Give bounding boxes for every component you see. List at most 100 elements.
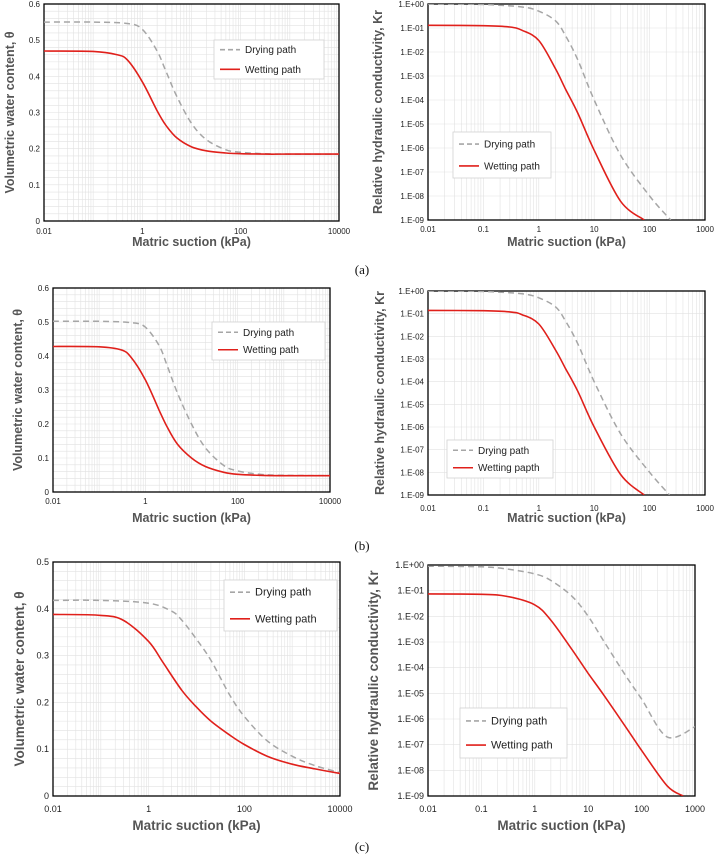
legend-box	[213, 39, 325, 80]
y-tick-label: 1.E-08	[400, 192, 424, 201]
y-tick-label: 0.6	[29, 0, 41, 9]
x-tick-label: 10000	[327, 804, 352, 814]
x-tick-label: 1	[537, 504, 542, 513]
x-axis-label: Matric suction (kPa)	[507, 235, 626, 249]
drying-path-line	[53, 599, 340, 774]
x-tick-label: 10	[590, 225, 599, 234]
series-group	[53, 599, 340, 775]
legend-box	[452, 131, 552, 179]
legend-label: Wetting path	[491, 740, 553, 752]
wetting-path-line	[428, 24, 645, 220]
x-tick-label: 1	[537, 225, 542, 234]
y-tick-label: 0.5	[36, 557, 49, 567]
x-tick-label: 0.1	[475, 804, 488, 814]
x-tick-label: 0.1	[478, 504, 490, 513]
y-axis-label: Relative hydraulic conductivity, Kr	[371, 10, 385, 214]
x-tick-label: 10000	[328, 227, 351, 236]
x-tick-label: 100	[237, 804, 252, 814]
legend-label: Wetting path	[243, 345, 299, 356]
series-group	[53, 320, 330, 477]
y-tick-label: 1.E-01	[397, 586, 424, 596]
legend-box	[223, 579, 338, 632]
legend-label: Drying path	[491, 715, 547, 727]
series-group	[428, 291, 671, 495]
y-tick-label: 1.E-04	[400, 96, 424, 105]
x-tick-label: 10	[590, 504, 599, 513]
legend-label: Drying path	[245, 45, 296, 56]
legend: Drying path Wetting path	[459, 707, 568, 759]
plot-frame	[427, 290, 706, 496]
x-tick-label: 100	[234, 227, 248, 236]
gridlines	[53, 288, 330, 492]
y-tick-label: 1.E-07	[400, 446, 424, 455]
y-tick-label: 1.E-09	[400, 491, 424, 500]
gridlines	[428, 564, 695, 796]
gridlines	[428, 3, 705, 220]
chart-a-kr: 0.01 0.1 1 10 100 1000 1.E+00 1.E-01 1.E-02 1.E-0…	[371, 0, 714, 249]
y-tick-label: 1.E-05	[400, 120, 424, 129]
y-tick-label: 0	[44, 791, 49, 801]
y-tick-label: 1.E-02	[397, 611, 424, 621]
legend-box	[211, 321, 326, 361]
x-tick-label: 0.01	[44, 804, 62, 814]
x-tick-label: 1000	[696, 504, 714, 513]
legend: Drying path Wetting path	[213, 39, 325, 80]
drying-path-line	[428, 565, 695, 739]
x-tick-label: 1000	[696, 225, 714, 234]
y-tick-label: 1.E-08	[397, 765, 424, 775]
drying-path-line	[428, 291, 671, 495]
x-tick-label: 10	[583, 804, 593, 814]
legend-label: Wetting papth	[478, 463, 540, 474]
y-tick-label: 0.3	[29, 109, 41, 118]
x-tick-label: 1000	[685, 804, 705, 814]
legend-label: Wetting path	[484, 161, 540, 172]
plot-frame	[427, 564, 696, 797]
plot-frame	[43, 3, 340, 222]
legend-box	[459, 707, 568, 759]
legend-label: Wetting path	[245, 65, 301, 76]
y-tick-label: 1.E-02	[400, 48, 424, 57]
gridlines	[428, 290, 705, 495]
x-tick-label: 100	[231, 497, 245, 506]
caption-c: (c)	[355, 839, 369, 854]
y-tick-label: 0.1	[29, 181, 41, 190]
y-axis-label: Relative hydraulic conductivity, Kr	[366, 570, 381, 791]
x-axis-label: Matric suction (kPa)	[497, 818, 625, 833]
x-tick-label: 10000	[319, 497, 342, 506]
y-tick-label: 0.4	[38, 352, 50, 361]
y-tick-label: 1.E-04	[400, 378, 424, 387]
x-tick-label: 1	[532, 804, 537, 814]
y-tick-label: 0.6	[38, 284, 50, 293]
drying-path-line	[428, 4, 672, 220]
x-tick-label: 1	[143, 497, 148, 506]
x-tick-label: 0.01	[45, 497, 61, 506]
y-axis-label: Volumetric water content, θ	[11, 309, 25, 471]
y-tick-label: 1.E+00	[395, 560, 424, 570]
x-tick-label: 0.1	[478, 225, 490, 234]
y-tick-label: 1.E-08	[400, 468, 424, 477]
legend-label: Drying path	[255, 587, 311, 599]
plot-frame	[427, 3, 706, 221]
legend: Drying path Wetting path	[211, 321, 326, 361]
legend-box	[446, 439, 554, 479]
series-group	[428, 565, 695, 796]
y-tick-label: 1.E-09	[400, 216, 424, 225]
legend: Drying path Wetting path	[452, 131, 552, 179]
y-tick-label: 1.E-03	[397, 637, 424, 647]
x-tick-label: 1	[140, 227, 145, 236]
y-axis-label: Relative hydraulic conductivity, Kr	[373, 291, 387, 495]
x-tick-label: 100	[634, 804, 649, 814]
y-tick-label: 1.E-01	[400, 24, 424, 33]
y-tick-label: 1.E-05	[400, 400, 424, 409]
x-tick-label: 0.01	[419, 804, 437, 814]
y-axis-label: Volumetric water content, θ	[3, 31, 17, 193]
wetting-path-line	[53, 345, 330, 477]
y-tick-label: 0.4	[36, 604, 49, 614]
y-tick-label: 1.E-02	[400, 332, 424, 341]
x-axis-label: Matric suction (kPa)	[132, 511, 251, 525]
y-tick-label: 1.E-07	[397, 740, 424, 750]
wetting-path-line	[53, 613, 340, 775]
wetting-path-line	[428, 593, 684, 796]
y-tick-label: 1.E-03	[400, 355, 424, 364]
